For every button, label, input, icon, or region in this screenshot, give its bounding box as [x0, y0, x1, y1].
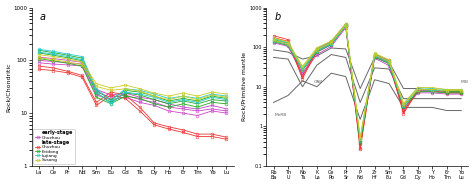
Text: MIB: MIB: [460, 80, 468, 84]
Legend: early-stage, Chuzhou, late-stage, Chuzhou, Feidong, Lujiang, Susong: early-stage, Chuzhou, late-stage, Chuzho…: [33, 129, 75, 164]
Y-axis label: Rock/Chondritic: Rock/Chondritic: [6, 62, 10, 112]
Text: b: b: [274, 12, 281, 22]
Y-axis label: Rock/Primitive mantle: Rock/Primitive mantle: [242, 52, 247, 121]
Text: MoRB: MoRB: [275, 113, 287, 117]
Text: OAB: OAB: [314, 80, 323, 84]
Text: a: a: [40, 12, 46, 22]
